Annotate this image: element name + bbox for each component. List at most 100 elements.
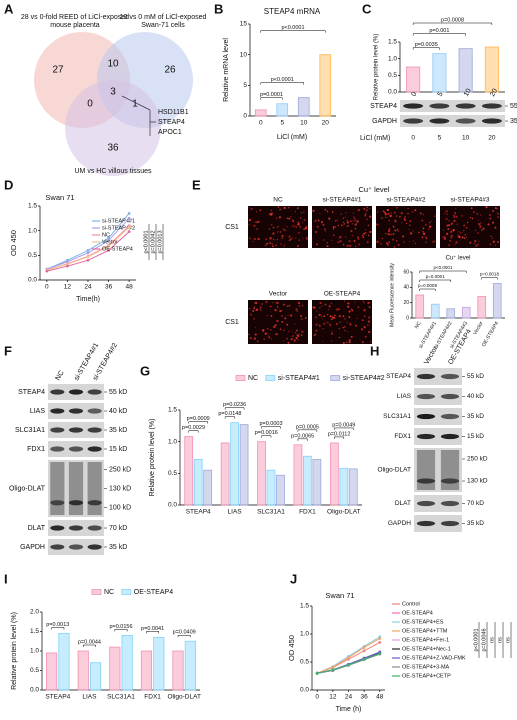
x-tick-label: Oligo-DLAT <box>167 694 201 701</box>
x-tick-label: FDX1 <box>144 694 161 701</box>
y-axis-label: Mean Fluorescence intensity <box>389 263 395 327</box>
micrograph-dot <box>356 220 358 222</box>
bar <box>46 652 58 691</box>
blot-strip <box>414 408 462 425</box>
blot-strip <box>400 100 505 112</box>
micrograph-dot <box>351 234 354 237</box>
micrograph-dot <box>346 244 349 247</box>
micrograph-dot <box>331 211 334 213</box>
blot-band <box>50 525 65 531</box>
micrograph-dot <box>290 337 293 341</box>
blot-marker: 15 kD <box>109 446 127 453</box>
micrograph <box>312 206 372 248</box>
lane-label: 0 <box>410 91 418 98</box>
micrograph-dot <box>297 301 301 305</box>
blot-band <box>68 525 84 531</box>
micrograph-dot <box>272 301 274 304</box>
significance-label: p=0.0065 <box>291 433 314 439</box>
micrograph-dot <box>364 335 367 338</box>
blot-band <box>416 373 436 380</box>
bar <box>312 458 322 506</box>
micrograph-dot <box>302 237 304 239</box>
micrograph-dot <box>398 215 401 218</box>
micrograph-dot <box>288 217 291 220</box>
micrograph-dot <box>256 221 259 224</box>
panel-label: B <box>214 1 223 16</box>
venn-count: 1 <box>132 99 138 110</box>
micrograph-dot <box>281 321 283 323</box>
blot-strip <box>414 368 462 385</box>
blot-band <box>440 520 460 527</box>
micrograph-dot <box>365 231 367 234</box>
micrograph-dot <box>387 233 390 236</box>
venn-set-label: 10 vs 0 mM of LiCl-exposed Swan-71 cells <box>119 14 207 29</box>
significance-label: p=0.0029 <box>182 425 205 431</box>
data-point <box>347 663 350 667</box>
y-axis-label: OD 450 <box>287 635 296 661</box>
micrograph-dot <box>422 227 425 230</box>
micrograph-dot <box>394 220 397 223</box>
micrograph-dot <box>361 341 364 344</box>
bar <box>477 296 487 319</box>
venn-count: 0 <box>87 99 93 110</box>
micrograph-dot <box>296 244 300 248</box>
micrograph-dot <box>264 332 267 335</box>
micrograph-dot <box>450 230 453 233</box>
micrograph-dot <box>346 331 348 333</box>
micrograph-dot <box>320 221 324 224</box>
y-tick-label: 0.5 <box>168 470 177 477</box>
micrograph-dot <box>271 243 274 245</box>
micrograph-dot <box>284 317 287 320</box>
micrograph-dot <box>289 314 293 317</box>
micrograph-dot <box>280 243 282 245</box>
blot-band <box>87 525 102 531</box>
micrograph-dot <box>396 228 399 231</box>
micrograph-dot <box>291 225 294 227</box>
x-tick-label: LIAS <box>228 509 243 516</box>
data-point <box>378 637 382 640</box>
micrograph-dot <box>369 341 372 343</box>
y-axis-label: OD 450 <box>9 230 18 256</box>
micrograph-dot <box>256 211 258 213</box>
micrograph-dot <box>478 240 480 243</box>
micrograph-dot <box>348 310 351 313</box>
blot-row-label: DLAT <box>28 525 46 532</box>
blot-smear <box>87 462 102 515</box>
legend-swatch <box>330 375 341 381</box>
bar <box>492 283 502 319</box>
micrograph-dot <box>455 215 458 218</box>
blot-smear <box>50 462 65 515</box>
blot-band <box>440 373 460 380</box>
legend-label: OE-STEAP4+TTM <box>402 628 448 634</box>
micrograph-dot <box>408 228 410 230</box>
y-tick-label: 0.5 <box>388 72 397 79</box>
micrograph <box>248 206 308 248</box>
micrograph-dot <box>352 219 354 222</box>
data-point <box>127 225 131 229</box>
micrograph-dot <box>397 230 399 232</box>
blot-band <box>50 446 65 452</box>
y-tick-label: 20 <box>403 300 409 306</box>
blot-band <box>50 500 65 506</box>
blot-marker: 70 kD <box>467 500 484 507</box>
blot-strip <box>414 428 462 445</box>
y-tick-label: 0 <box>406 315 409 321</box>
micrograph-dot <box>256 340 259 343</box>
x-tick-label: 0 <box>411 135 415 142</box>
micrograph-dot <box>297 339 300 341</box>
legend-label: Control <box>402 601 420 607</box>
micrograph-dot <box>410 232 413 235</box>
micrograph-dot <box>403 241 405 243</box>
micrograph-dot <box>353 216 355 218</box>
micrograph-dot <box>355 219 357 221</box>
micrograph-dot <box>265 238 267 241</box>
chart-title: STEAP4 mRNA <box>264 7 321 16</box>
y-tick-label: 2.0 <box>30 609 39 616</box>
legend-label: OE-STEAP4 <box>402 610 433 616</box>
blot-row-label: DLAT <box>395 500 411 507</box>
bar <box>109 646 121 691</box>
micrograph-dot <box>268 335 270 337</box>
venn-leader <box>121 95 156 136</box>
micrograph-dot <box>328 322 330 324</box>
micrograph-dot <box>377 211 379 213</box>
